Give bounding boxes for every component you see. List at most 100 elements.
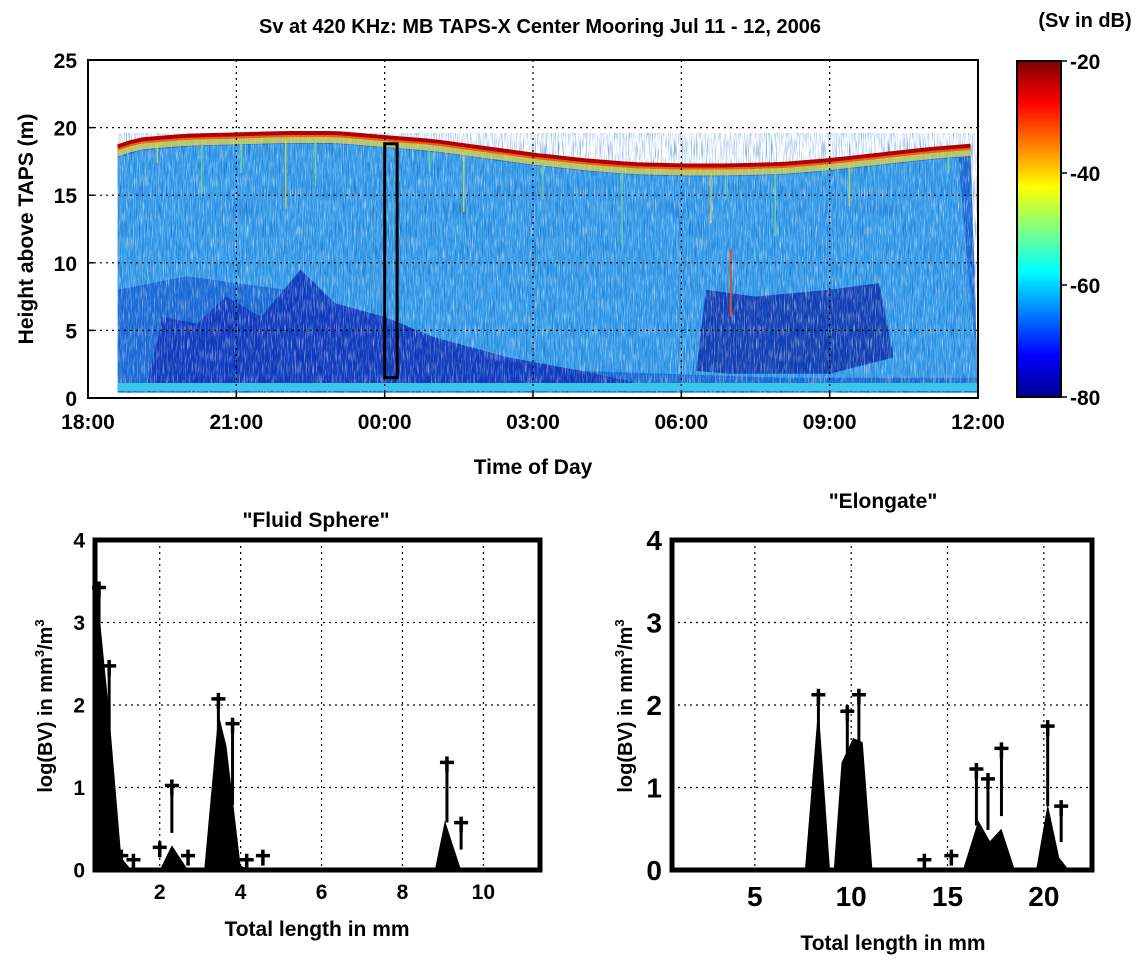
colorbar-frame — [1016, 60, 1062, 398]
y-tick-label: 1 — [73, 777, 85, 800]
data-marker — [1054, 800, 1069, 843]
fluid-sphere-chart: "Fluid Sphere" 2 4 6 8 10 0 1 2 3 4 Total length… — [32, 509, 543, 941]
fluid-sphere-grid — [95, 540, 540, 870]
x-tick-label: 8 — [397, 881, 409, 904]
fluid-sphere-x-ticks: 2 4 6 8 10 — [154, 881, 495, 904]
x-tick-label: 10 — [836, 881, 867, 912]
fluid-sphere-y-label: log(BV) in mm3/m3 — [32, 619, 57, 792]
data-marker — [969, 763, 984, 826]
x-axis-label: Time of Day — [474, 456, 593, 479]
x-tick-label: 12:00 — [951, 411, 1005, 434]
fluid-sphere-area — [95, 589, 540, 870]
data-marker — [114, 849, 129, 866]
data-marker — [811, 688, 826, 793]
data-marker — [255, 849, 270, 866]
elongate-frame — [669, 537, 1095, 873]
fluid-sphere-y-label-exp1: 3 — [32, 650, 47, 657]
elongate-y-label-main: log(BV) in mm — [615, 657, 637, 793]
chart-title: Sv at 420 KHz: MB TAPS-X Center Mooring … — [259, 16, 821, 38]
colorbar-label: (Sv in dB) — [1038, 10, 1131, 32]
y-tick-label: 2 — [646, 690, 662, 721]
elongate-area — [672, 705, 1092, 870]
data-marker — [439, 756, 454, 823]
colorbar-tick-label: -60 — [1070, 275, 1100, 298]
elongate-y-label-per: /m — [615, 627, 637, 650]
x-tick-label: 20 — [1028, 881, 1059, 912]
echogram-x-ticks: 18:00 21:00 00:00 03:00 06:00 09:00 12:00 — [61, 392, 1005, 434]
data-marker — [152, 841, 167, 858]
y-tick-label: 3 — [646, 607, 662, 638]
echogram-y-ticks: 0 5 10 15 20 25 — [54, 50, 94, 411]
fluid-sphere-x-label: Total length in mm — [224, 918, 409, 941]
surface-yellow-band — [116, 137, 971, 176]
elongate-y-label-exp1: 3 — [612, 650, 627, 657]
y-tick-label: 0 — [73, 859, 85, 882]
x-tick-label: 2 — [154, 881, 166, 904]
speckle-dark-texture — [117, 133, 978, 393]
x-tick-label: 6 — [316, 881, 328, 904]
elongate-grid — [672, 540, 1092, 870]
data-marker — [840, 705, 855, 800]
fluid-sphere-y-label-exp2: 3 — [32, 619, 47, 626]
data-marker — [994, 742, 1009, 817]
data-marker — [1040, 720, 1055, 807]
y-tick-label: 1 — [646, 772, 662, 803]
y-tick-label: 25 — [54, 50, 78, 73]
elongate-y-label-exp2: 3 — [612, 619, 627, 626]
fluid-sphere-frame — [92, 537, 543, 873]
elongate-x-ticks: 5 10 15 20 — [747, 881, 1059, 912]
x-tick-label: 4 — [235, 881, 247, 904]
x-tick-label: 09:00 — [803, 411, 857, 434]
data-marker — [225, 717, 240, 806]
x-tick-label: 18:00 — [61, 411, 115, 434]
surface-orange-band — [117, 135, 971, 170]
selected-time-window — [383, 142, 399, 380]
elongate-x-label: Total length in mm — [800, 932, 985, 955]
x-tick-label: 00:00 — [358, 411, 412, 434]
y-tick-label: 3 — [73, 612, 85, 635]
fluid-sphere-markers — [92, 581, 469, 870]
colorbar-gradient — [1017, 61, 1061, 397]
y-tick-label: 4 — [646, 525, 662, 556]
data-marker — [917, 853, 932, 870]
y-tick-label: 2 — [73, 694, 85, 717]
data-marker — [181, 849, 196, 866]
elongate-markers — [811, 688, 1069, 870]
fluid-sphere-y-label-per: /m — [35, 627, 57, 650]
data-marker — [851, 688, 866, 793]
y-tick-label: 15 — [54, 185, 78, 208]
data-marker — [980, 772, 995, 830]
echogram-plot-area — [88, 60, 978, 398]
bottom-band — [118, 383, 978, 391]
y-tick-label: 0 — [646, 855, 662, 886]
x-tick-label: 21:00 — [209, 411, 263, 434]
data-marker — [164, 779, 179, 833]
fluid-sphere-title: "Fluid Sphere" — [242, 509, 389, 532]
data-marker — [454, 816, 469, 850]
fluid-sphere-y-label-main: log(BV) in mm — [35, 657, 57, 793]
vertical-streaks — [156, 139, 950, 317]
colorbar-ticks: -20 -40 -60 -80 — [1061, 51, 1100, 410]
data-marker — [944, 849, 959, 866]
echogram-chart: Sv at 420 KHz: MB TAPS-X Center Mooring … — [15, 10, 1132, 479]
y-tick-label: 0 — [65, 388, 77, 411]
y-tick-label: 20 — [54, 118, 77, 141]
y-tick-label: 4 — [73, 529, 85, 552]
y-axis-label: Height above TAPS (m) — [15, 114, 38, 345]
elongate-chart: "Elongate" 5 10 15 20 0 1 2 3 4 Total length in… — [612, 490, 1095, 955]
surface-return — [117, 131, 971, 168]
echogram-grid — [88, 60, 978, 398]
x-tick-label: 03:00 — [506, 411, 560, 434]
data-marker — [239, 853, 254, 870]
colorbar-tick-label: -20 — [1070, 51, 1100, 74]
elongate-title: "Elongate" — [829, 490, 938, 513]
y-tick-label: 10 — [54, 253, 77, 276]
x-tick-label: 15 — [932, 881, 963, 912]
colorbar: (Sv in dB) -20 -40 -60 -80 — [1016, 10, 1132, 410]
data-marker — [126, 853, 141, 870]
data-marker — [102, 659, 117, 780]
x-tick-label: 5 — [747, 881, 763, 912]
data-marker — [211, 692, 226, 794]
fluid-sphere-y-ticks: 0 1 2 3 4 — [73, 529, 85, 882]
